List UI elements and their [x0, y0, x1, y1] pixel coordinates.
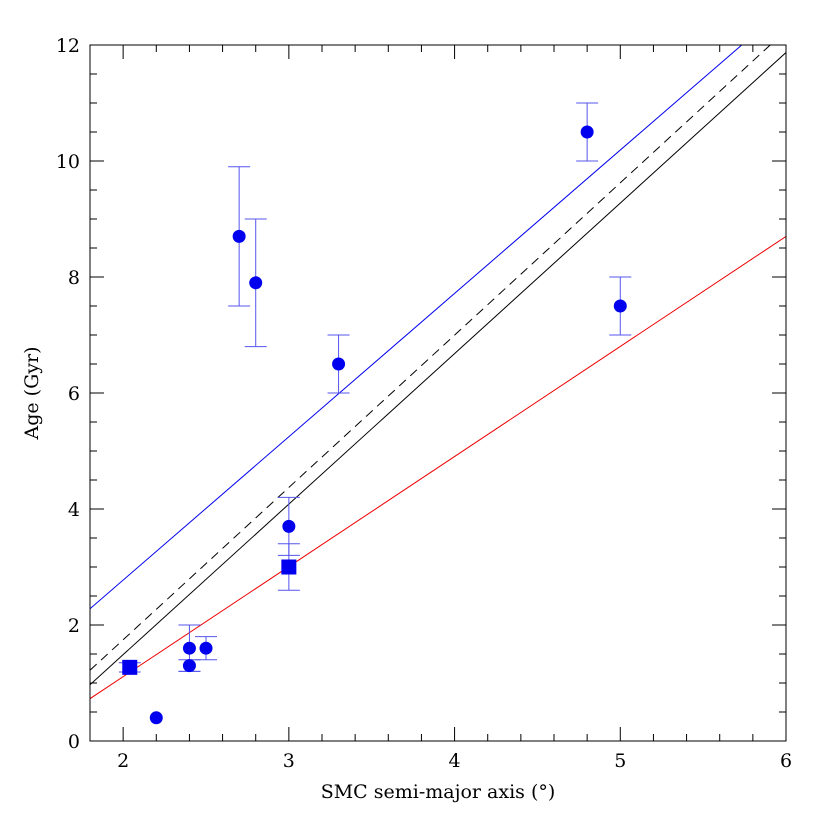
circle-marker [282, 519, 296, 533]
circle-marker [199, 641, 213, 655]
circle-marker [332, 357, 346, 371]
circle-marker [232, 229, 246, 243]
y-tick-label: 12 [56, 35, 80, 57]
y-axis-label: Age (Gyr) [21, 347, 43, 441]
circle-marker [182, 659, 196, 673]
square-marker [281, 559, 297, 575]
x-axis-label: SMC semi-major axis (°) [321, 781, 556, 803]
y-tick-label: 10 [56, 151, 80, 173]
x-tick-label: 4 [449, 750, 461, 772]
tick-labels: 2 3 4 5 6 0 2 4 6 8 10 12 [56, 35, 792, 772]
y-tick-label: 0 [68, 731, 80, 753]
fit-lines [90, 45, 786, 700]
plot-frame [89, 44, 787, 742]
error-bars [118, 102, 632, 673]
fit-line-4 [90, 235, 786, 700]
data-markers [122, 125, 627, 725]
y-tick-label: 8 [68, 267, 80, 289]
x-tick-label: 2 [117, 750, 129, 772]
square-marker [122, 659, 138, 675]
y-tick-label: 2 [68, 615, 80, 637]
circle-marker [149, 711, 163, 725]
circle-marker [613, 299, 627, 313]
fit-line-3 [90, 52, 786, 686]
y-tick-label: 6 [68, 383, 80, 405]
x-tick-label: 6 [780, 750, 792, 772]
circle-marker [182, 641, 196, 655]
x-tick-label: 5 [614, 750, 626, 772]
circle-marker [580, 125, 594, 139]
x-tick-label: 3 [283, 750, 295, 772]
axis-ticks [89, 44, 787, 742]
fit-line-1 [90, 45, 743, 610]
y-tick-label: 4 [68, 499, 80, 521]
fit-line-2 [90, 45, 771, 671]
circle-marker [249, 276, 263, 290]
